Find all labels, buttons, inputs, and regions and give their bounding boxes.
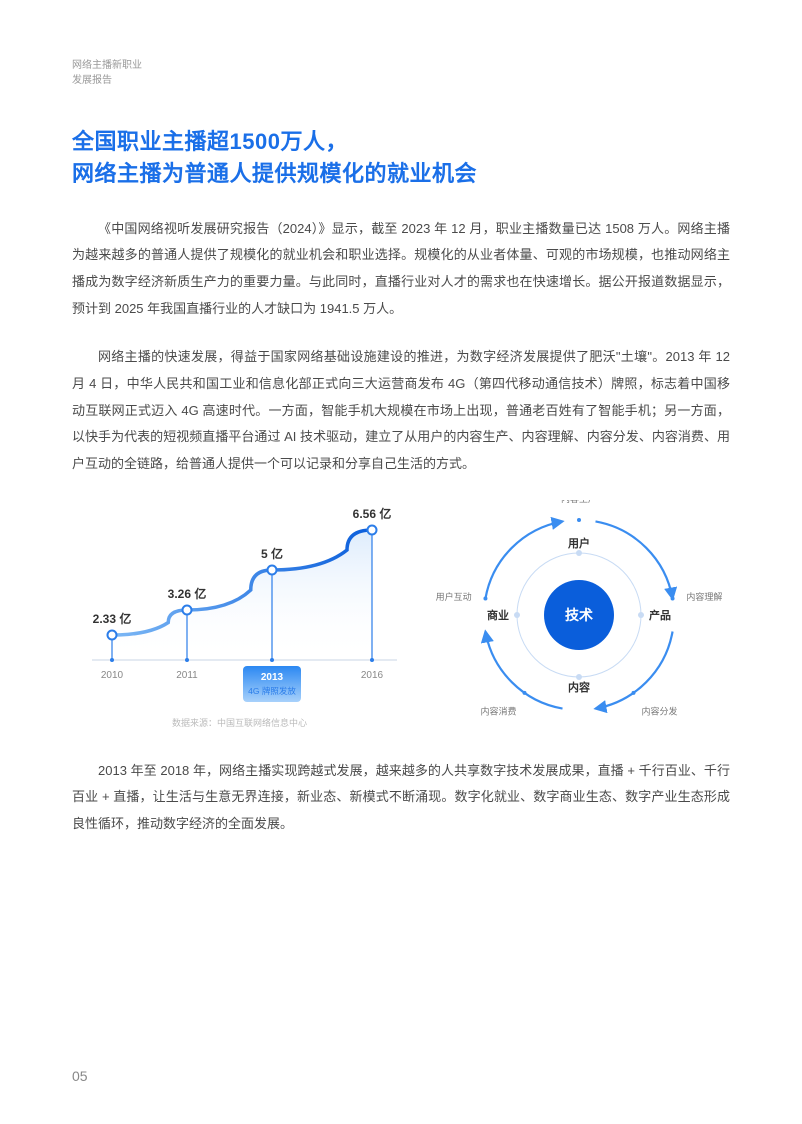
svg-text:2011: 2011 [176,670,198,681]
header-line1: 网络主播新职业 [72,58,730,73]
chart-source: 数据来源：中国互联网络信息中心 [72,716,407,729]
svg-text:4G 牌照发放: 4G 牌照发放 [248,686,296,696]
circle-diagram: 技术 用户产品内容 商业 内容生产内容理解内容分发 内容消费 用户互动 [427,500,730,730]
svg-text:用户互动: 用户互动 [435,591,471,602]
svg-text:商业: 商业 [487,608,509,622]
line-chart-svg: 2.33 亿 3.26 亿 5 亿 6.56 亿 2013 4G 牌照发放 2010 2011… [72,500,407,710]
title-line-2: 网络主播为普通人提供规模化的就业机会 [72,158,730,190]
svg-text:3.26 亿: 3.26 亿 [168,586,207,601]
line-chart: 2.33 亿 3.26 亿 5 亿 6.56 亿 2013 4G 牌照发放 2010 2011… [72,500,407,730]
paragraph-3: 2013 年至 2018 年，网络主播实现跨越式发展，越来越多的人共享数字技术发… [72,758,730,838]
paragraph-2: 网络主播的快速发展，得益于国家网络基础设施建设的推进，为数字经济发展提供了肥沃"… [72,344,730,477]
svg-text:用户: 用户 [568,536,590,550]
svg-text:2013: 2013 [261,672,284,683]
title-line-1: 全国职业主播超1500万人， [72,126,730,158]
svg-text:内容生产: 内容生产 [560,500,596,504]
charts-row: 2.33 亿 3.26 亿 5 亿 6.56 亿 2013 4G 牌照发放 2010 2011… [72,500,730,730]
svg-text:产品: 产品 [649,608,671,622]
header-line2: 发展报告 [72,73,730,88]
svg-text:2016: 2016 [361,670,384,681]
svg-text:内容消费: 内容消费 [480,705,516,716]
svg-text:6.56 亿: 6.56 亿 [353,506,392,521]
svg-text:内容理解: 内容理解 [686,591,722,602]
svg-text:2.33 亿: 2.33 亿 [93,611,132,626]
doc-header: 网络主播新职业 发展报告 [72,58,730,88]
svg-text:5 亿: 5 亿 [261,546,283,561]
paragraph-1: 《中国网络视听发展研究报告（2024）》显示，截至 2023 年 12 月，职业… [72,216,730,323]
svg-text:内容: 内容 [568,680,590,694]
page-title-block: 全国职业主播超1500万人， 网络主播为普通人提供规模化的就业机会 [72,126,730,190]
page-number: 05 [72,1068,88,1084]
svg-text:2010: 2010 [101,670,124,681]
circle-diagram-svg: 技术 用户产品内容 商业 内容生产内容理解内容分发 内容消费 用户互动 [434,500,724,730]
svg-text:内容分发: 内容分发 [641,705,677,716]
svg-text:技术: 技术 [565,607,593,623]
